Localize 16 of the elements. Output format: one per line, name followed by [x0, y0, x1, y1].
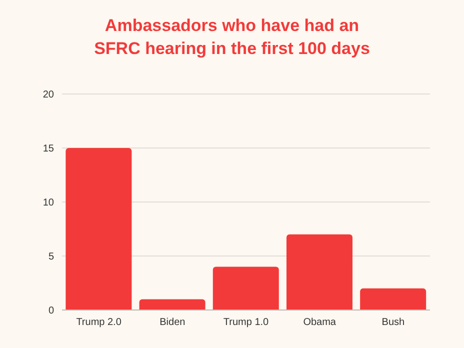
y-tick-label: 10 [42, 198, 54, 209]
bar [139, 299, 206, 310]
bar [286, 234, 352, 310]
chart-title: Ambassadors who have had an SFRC hearing in the first 100 days [93, 15, 371, 60]
y-tick-label: 5 [48, 252, 54, 263]
y-tick-label: 20 [42, 90, 54, 101]
x-tick-label: Obama [303, 317, 336, 328]
x-tick-label: Biden [160, 317, 186, 328]
x-tick-label: Trump 1.0 [223, 317, 270, 328]
x-tick-label: Trump 2.0 [76, 317, 122, 328]
bar [66, 148, 132, 310]
y-tick-label: 15 [42, 144, 54, 155]
bar [212, 266, 279, 310]
bar [360, 288, 426, 310]
y-tick-label: 0 [48, 306, 54, 317]
x-tick-label: Bush [382, 317, 405, 328]
